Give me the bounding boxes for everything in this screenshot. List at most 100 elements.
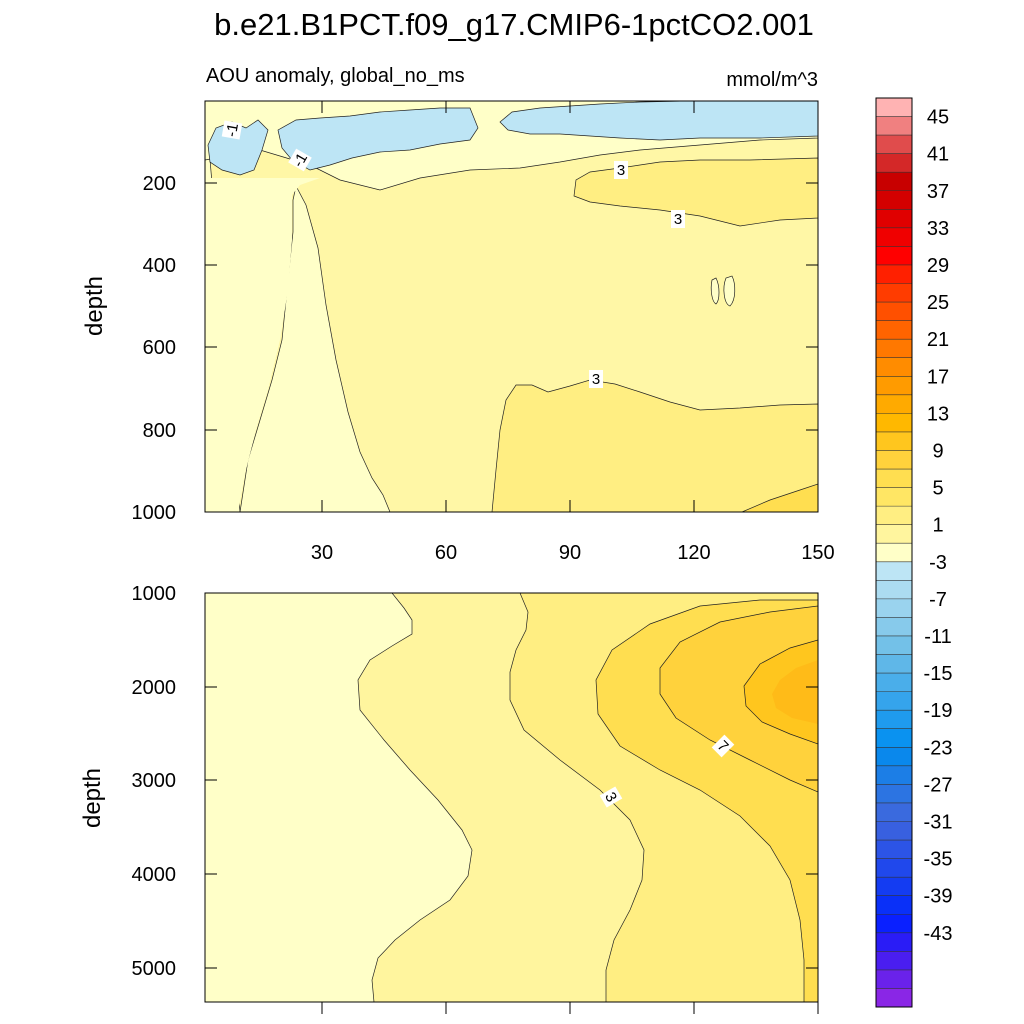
colorbar-label: 41 bbox=[927, 144, 949, 166]
colorbar-swatch bbox=[876, 413, 912, 433]
colorbar-frame bbox=[875, 97, 913, 1008]
upper-y-tick-label: 200 bbox=[143, 173, 176, 195]
colorbar-swatch bbox=[876, 728, 912, 748]
lower-x-axis bbox=[321, 1002, 819, 1014]
upper-plot-frame bbox=[204, 100, 819, 513]
colorbar-swatch bbox=[876, 98, 912, 117]
colorbar-swatch bbox=[876, 394, 912, 414]
colorbar-swatch bbox=[876, 580, 912, 600]
colorbar-swatch bbox=[876, 988, 912, 1008]
lower-region-11 bbox=[772, 660, 818, 724]
upper-y-tick-label: 800 bbox=[143, 420, 176, 442]
colorbar: 45 41 37 33 29 25 21 17 13 9 5 1 -3 -7 -11 -15 -19 -23 -27… bbox=[875, 97, 953, 1008]
colorbar-swatch bbox=[876, 209, 912, 229]
colorbar-label: -19 bbox=[924, 700, 953, 722]
upper-contour-label: 3 bbox=[592, 371, 600, 388]
colorbar-swatch bbox=[876, 264, 912, 284]
upper-units: mmol/m^3 bbox=[726, 69, 818, 91]
colorbar-swatch bbox=[876, 357, 912, 377]
lower-y-tick-label: 3000 bbox=[132, 770, 177, 792]
upper-y-tick-label: 1000 bbox=[132, 502, 177, 524]
upper-contour-label: -1 bbox=[223, 122, 242, 138]
colorbar-label: 37 bbox=[927, 181, 949, 203]
colorbar-swatch bbox=[876, 784, 912, 804]
colorbar-swatch bbox=[876, 765, 912, 785]
upper-contour-label: 3 bbox=[674, 211, 682, 228]
colorbar-swatch bbox=[876, 969, 912, 989]
lower-y-tick-label: 5000 bbox=[132, 958, 177, 980]
colorbar-label: 13 bbox=[927, 403, 949, 425]
lower-y-axis bbox=[205, 686, 818, 969]
colorbar-swatch bbox=[876, 598, 912, 618]
colorbar-swatch bbox=[876, 840, 912, 859]
lower-region-7 bbox=[659, 605, 818, 793]
colorbar-swatch bbox=[876, 914, 912, 934]
colorbar-swatch bbox=[876, 673, 912, 692]
colorbar-swatch bbox=[876, 524, 912, 544]
upper-x-tick-label: 120 bbox=[677, 542, 710, 564]
upper-contour-fill bbox=[205, 101, 818, 512]
colorbar-swatch bbox=[876, 802, 912, 822]
colorbar-label: 29 bbox=[927, 255, 949, 277]
colorbar-label: -31 bbox=[924, 811, 953, 833]
colorbar-swatch bbox=[876, 487, 912, 507]
colorbar-swatch bbox=[876, 821, 912, 841]
colorbar-swatch bbox=[876, 339, 912, 359]
colorbar-swatch bbox=[876, 227, 912, 247]
upper-y-tick-label: 600 bbox=[143, 337, 176, 359]
upper-region-neg-c bbox=[499, 101, 818, 141]
lower-contour-fill bbox=[205, 593, 818, 1002]
lower-plot-frame bbox=[204, 592, 819, 1003]
colorbar-swatch bbox=[876, 877, 912, 896]
colorbar-label: -43 bbox=[924, 923, 953, 945]
lower-region-1 bbox=[205, 593, 473, 1002]
colorbar-label: 21 bbox=[927, 329, 949, 351]
colorbar-swatch bbox=[876, 116, 912, 136]
colorbar-label: 5 bbox=[932, 478, 943, 500]
upper-region-neg-b bbox=[277, 107, 479, 171]
upper-x-tick-label: 150 bbox=[801, 542, 834, 564]
colorbar-label: 9 bbox=[932, 440, 943, 462]
colorbar-label: 25 bbox=[927, 292, 949, 314]
colorbar-label: -39 bbox=[924, 886, 953, 908]
colorbar-swatch bbox=[876, 135, 912, 154]
colorbar-swatch bbox=[876, 450, 912, 470]
lower-contour-labels: 3 7 bbox=[599, 734, 735, 808]
colorbar-swatch bbox=[876, 561, 912, 581]
colorbar-label: 1 bbox=[932, 515, 943, 537]
colorbar-swatch bbox=[876, 951, 912, 971]
upper-contour-labels: -1 -1 3 3 3 bbox=[221, 120, 685, 388]
colorbar-label: -23 bbox=[924, 737, 953, 759]
lower-y-tick-label: 2000 bbox=[132, 677, 177, 699]
upper-y-tick-label: 400 bbox=[143, 255, 176, 277]
colorbar-swatch bbox=[876, 747, 912, 767]
colorbar-label: 33 bbox=[927, 218, 949, 240]
figure-title: b.e21.B1PCT.f09_g17.CMIP6-1pctCO2.001 bbox=[214, 7, 814, 42]
colorbar-swatch bbox=[876, 895, 912, 915]
colorbar-label: -27 bbox=[924, 774, 953, 796]
upper-subtitle: AOU anomaly, global_no_ms bbox=[206, 65, 465, 87]
colorbar-label: 45 bbox=[927, 107, 949, 129]
colorbar-swatch bbox=[876, 932, 912, 952]
upper-x-axis bbox=[321, 101, 819, 512]
upper-spot-1 bbox=[710, 277, 720, 305]
colorbar-swatch bbox=[876, 710, 912, 730]
upper-region-lightest bbox=[205, 101, 391, 512]
colorbar-label: -3 bbox=[929, 552, 947, 574]
colorbar-label: 17 bbox=[927, 366, 949, 388]
colorbar-swatch bbox=[876, 246, 912, 266]
colorbar-swatch bbox=[876, 506, 912, 525]
colorbar-swatch bbox=[876, 691, 912, 711]
colorbar-swatch bbox=[876, 320, 912, 340]
colorbar-label: -35 bbox=[924, 849, 953, 871]
colorbar-label: -15 bbox=[924, 663, 953, 685]
colorbar-swatch bbox=[876, 654, 912, 674]
upper-y-axis bbox=[205, 182, 818, 431]
lower-y-axis-label: depth bbox=[79, 768, 106, 828]
colorbar-swatch bbox=[876, 635, 912, 655]
lower-y-tick-label: 1000 bbox=[132, 583, 177, 605]
upper-region-3b bbox=[573, 157, 818, 227]
colorbar-swatch bbox=[876, 153, 912, 173]
colorbar-label: -7 bbox=[929, 589, 947, 611]
